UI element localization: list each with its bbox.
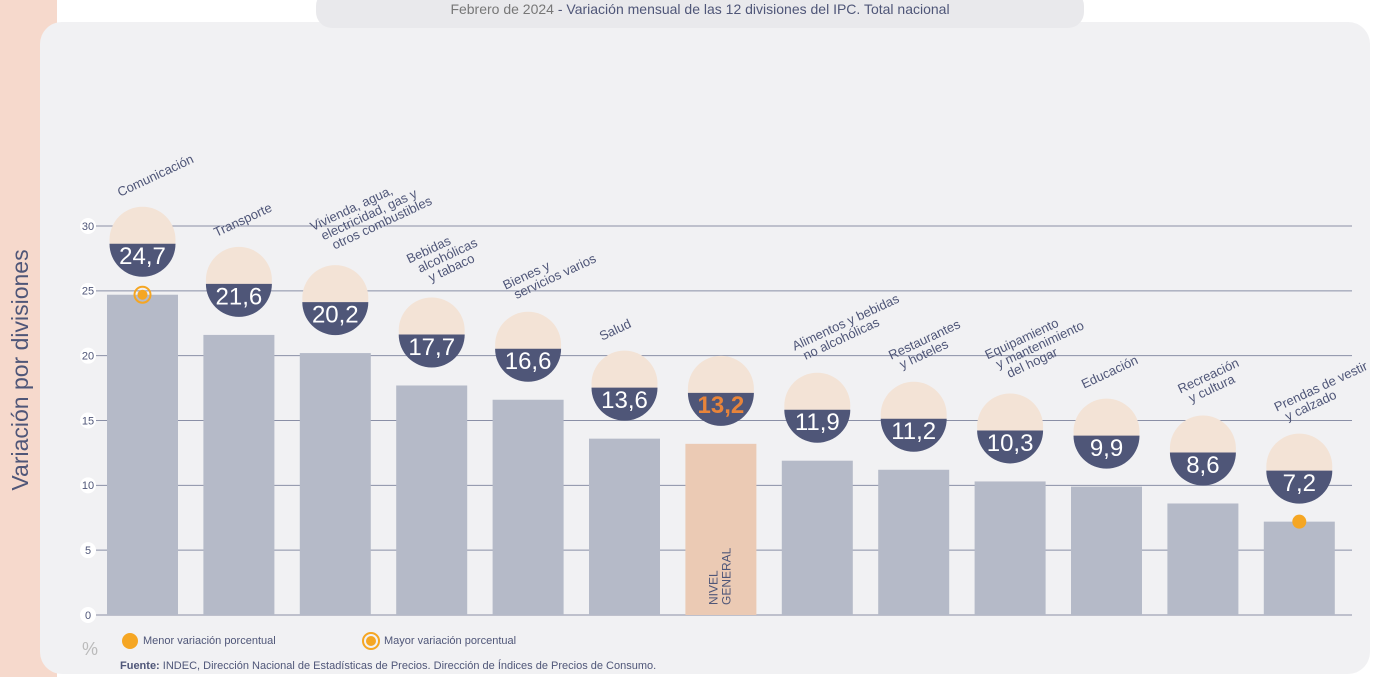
value-badge	[302, 302, 369, 336]
source-label: Fuente:	[120, 660, 160, 672]
min-marker	[1292, 514, 1307, 529]
value-label: 13,6	[601, 387, 648, 414]
value-label: 20,2	[312, 301, 359, 328]
value-label: 13,2	[698, 392, 745, 419]
y-tick-label: 5	[85, 545, 91, 557]
bar	[589, 438, 660, 615]
bar	[1167, 503, 1239, 615]
legend-max-marker	[366, 636, 376, 646]
max-marker-ring	[133, 285, 152, 304]
category-line: GENERAL	[720, 547, 734, 605]
value-badge	[1169, 452, 1236, 486]
y-tick-label: 15	[82, 415, 94, 427]
unit: %	[82, 639, 98, 659]
bar	[203, 334, 275, 615]
legend-label: Menor variación porcentual	[143, 635, 276, 647]
value-badge	[1073, 435, 1140, 469]
y-tick-label: 10	[82, 480, 94, 492]
category-line: NIVEL	[707, 570, 721, 605]
y-axis-label: Variación por divisiones	[7, 249, 33, 490]
value-badge	[591, 387, 658, 421]
chart-title: Febrero de 2024 - Variación mensual de l…	[450, 1, 949, 17]
bar	[1263, 521, 1335, 615]
y-tick-dot	[80, 218, 96, 234]
source-text: INDEC, Dirección Nacional de Estadística…	[160, 659, 656, 672]
title-text: - Variación mensual de las 12 divisiones…	[554, 1, 950, 17]
bar	[492, 399, 564, 615]
value-label: 10,3	[987, 430, 1034, 457]
source: Fuente: INDEC, Dirección Nacional de Est…	[120, 659, 656, 672]
bar	[107, 294, 178, 615]
value-label: 17,7	[408, 334, 455, 361]
value-badge	[495, 348, 562, 382]
value-badge	[1266, 470, 1333, 504]
y-tick-label: 25	[82, 286, 94, 298]
value-label: 7,2	[1283, 470, 1316, 497]
value-badge	[109, 243, 176, 277]
y-tick-dot	[80, 412, 96, 429]
bar	[781, 460, 853, 615]
value-badge	[784, 409, 851, 443]
bar	[974, 481, 1046, 615]
value-badge	[880, 418, 947, 452]
bar	[396, 385, 468, 615]
category-label: Vivienda, agua,electricidad, gas yotros …	[308, 183, 435, 253]
y-tick-dot	[80, 542, 96, 559]
y-tick-dot	[80, 347, 96, 364]
value-label: 21,6	[216, 283, 263, 310]
value-label: 11,2	[891, 418, 936, 445]
bar	[1071, 486, 1142, 615]
y-tick-dot	[80, 477, 96, 494]
title-pill	[316, 0, 1084, 28]
y-tick-label: 30	[82, 221, 94, 233]
value-label: 11,9	[795, 409, 840, 436]
y-tick-dot	[80, 607, 96, 623]
value-label: 16,6	[505, 348, 552, 375]
legend-label: Mayor variación porcentual	[384, 635, 516, 647]
max-marker	[137, 289, 148, 300]
legend-max-ring	[362, 632, 380, 650]
category-label: NIVEL GENERAL	[707, 547, 734, 605]
y-tick-dot	[80, 282, 96, 299]
title-date: Febrero de 2024	[450, 1, 554, 17]
y-tick-label: 20	[82, 351, 94, 363]
value-label: 9,9	[1090, 435, 1123, 462]
y-tick-label: 0	[85, 610, 91, 622]
value-badge	[398, 334, 465, 368]
bar	[299, 353, 371, 615]
value-badge	[977, 430, 1044, 464]
value-badge	[205, 283, 272, 317]
legend-min-marker	[122, 633, 138, 649]
value-label: 8,6	[1186, 452, 1219, 479]
value-label: 24,7	[119, 243, 166, 270]
bar	[878, 469, 950, 615]
bar	[685, 443, 757, 615]
value-badge	[687, 392, 754, 426]
